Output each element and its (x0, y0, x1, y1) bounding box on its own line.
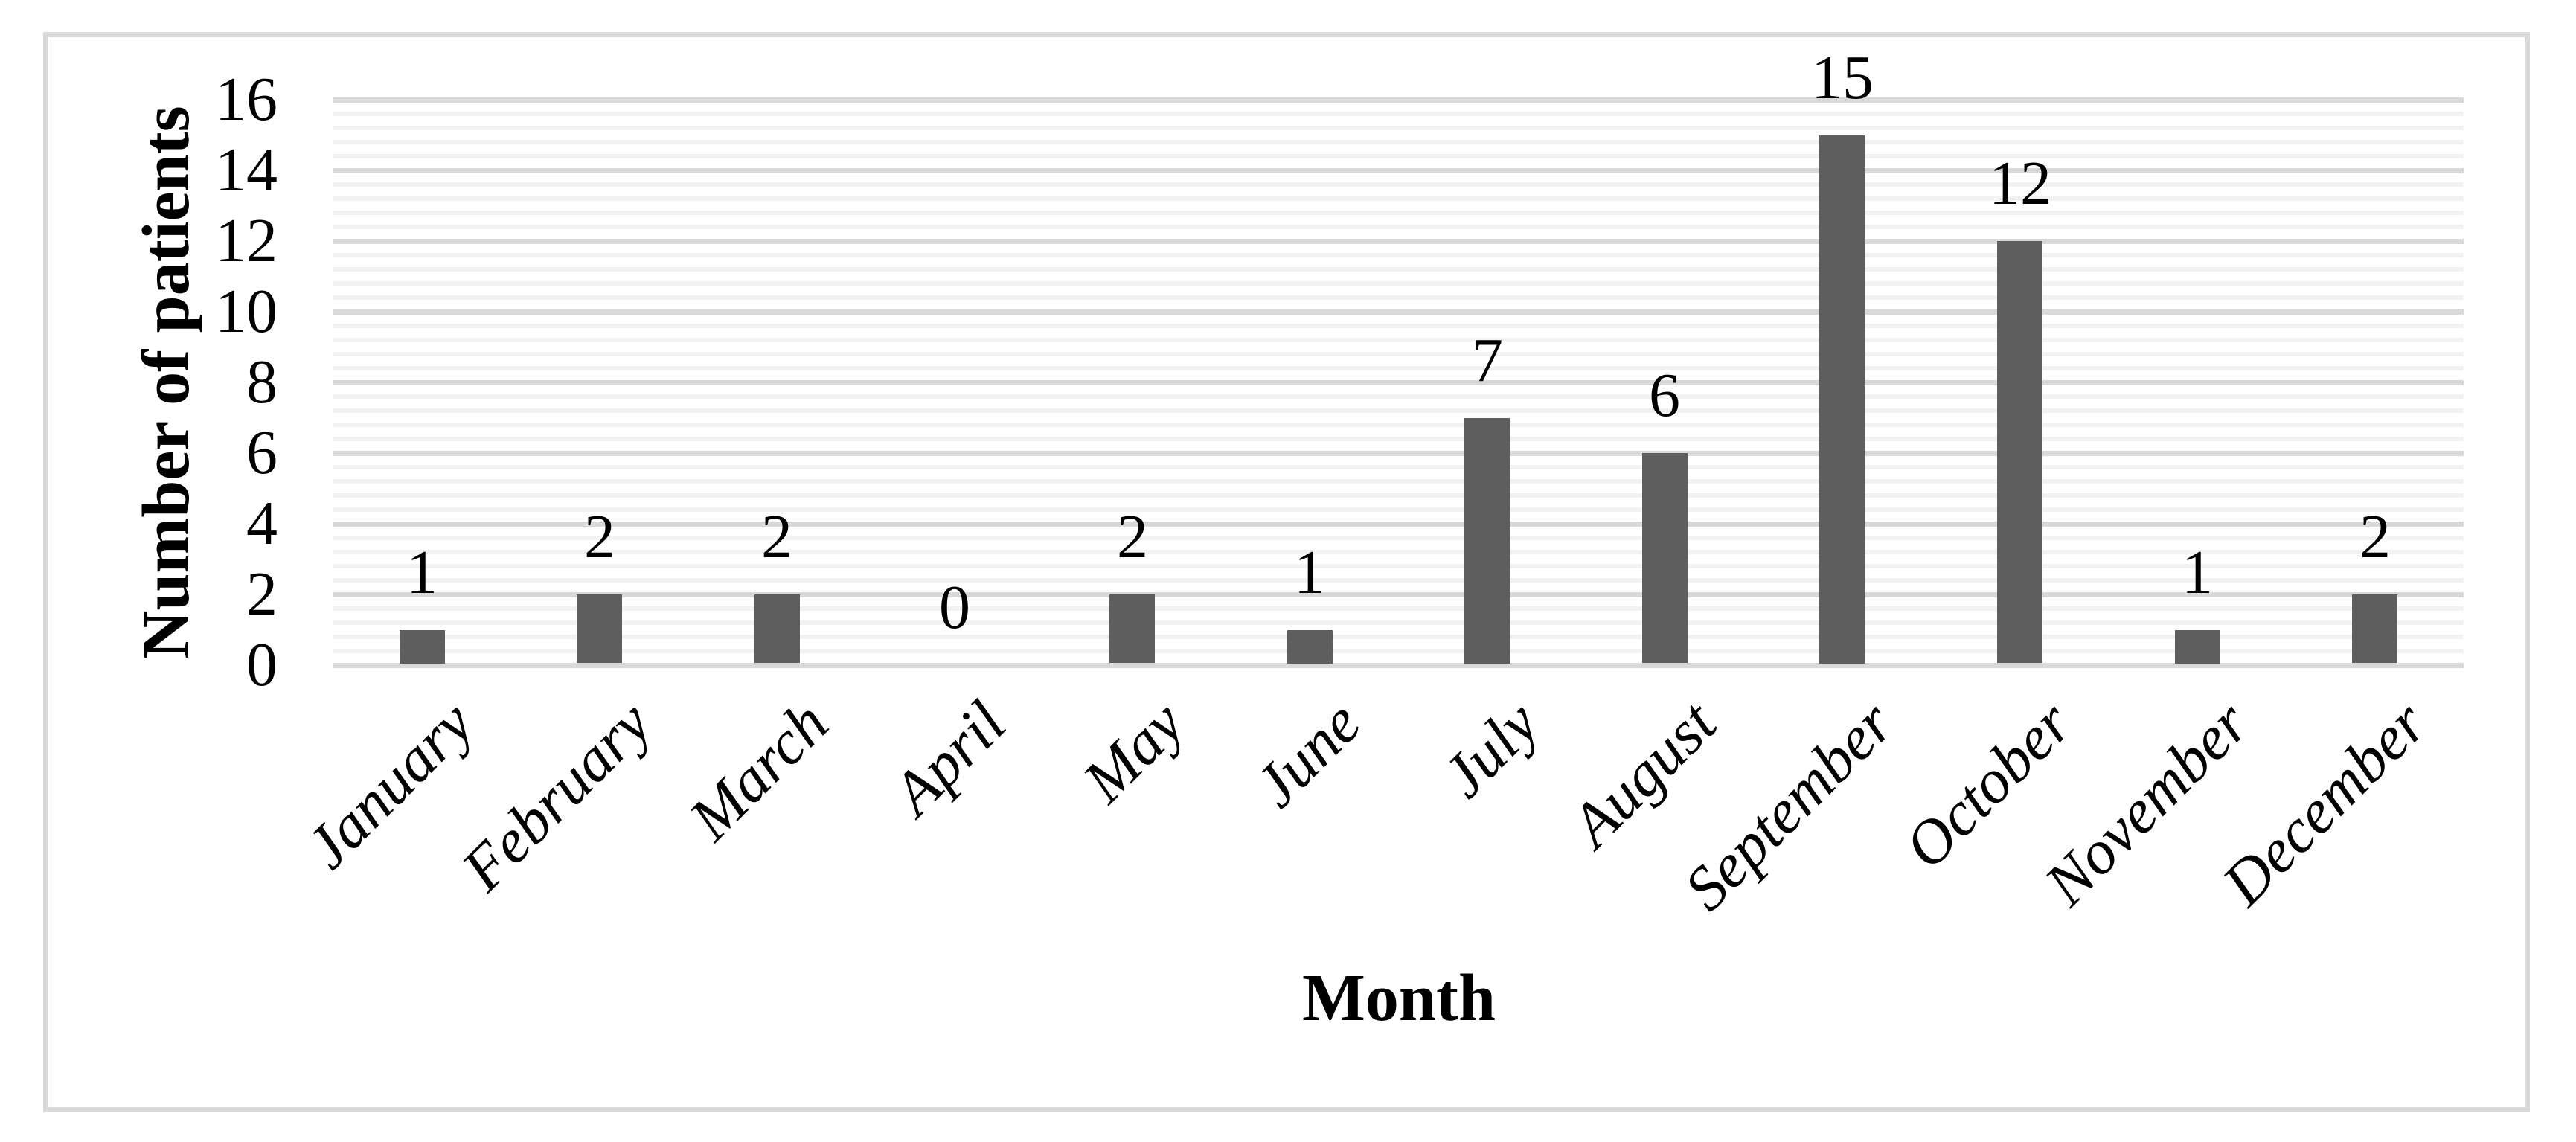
data-label-may: 2 (1117, 502, 1148, 571)
bar-march (754, 594, 800, 663)
minor-gridline (333, 366, 2464, 370)
x-axis-title: Month (1301, 961, 1496, 1035)
minor-gridline (333, 211, 2464, 215)
data-label-december: 2 (2359, 502, 2391, 571)
minor-gridline (333, 408, 2464, 413)
data-label-march: 2 (761, 502, 792, 571)
data-label-october: 12 (1989, 149, 2051, 218)
bar-august (1642, 453, 1688, 663)
minor-gridline (333, 479, 2464, 484)
minor-gridline (333, 437, 2464, 441)
minor-gridline (333, 295, 2464, 300)
y-tick-10: 10 (215, 277, 278, 346)
minor-gridline (333, 620, 2464, 625)
major-gridline (333, 592, 2464, 597)
data-label-august: 6 (1649, 361, 1680, 430)
minor-gridline (333, 253, 2464, 257)
y-tick-14: 14 (215, 135, 278, 205)
minor-gridline (333, 281, 2464, 286)
bar-september (1819, 135, 1865, 664)
major-gridline (333, 522, 2464, 527)
data-label-january: 1 (406, 538, 438, 607)
minor-gridline (333, 606, 2464, 611)
bar-november (2175, 630, 2220, 664)
minor-gridline (333, 154, 2464, 158)
minor-gridline (333, 352, 2464, 356)
bar-may (1109, 594, 1155, 663)
data-label-september: 15 (1811, 43, 1874, 112)
minor-gridline (333, 578, 2464, 583)
minor-gridline (333, 465, 2464, 469)
major-gridline (333, 451, 2464, 456)
bar-december (2352, 594, 2397, 663)
data-label-july: 7 (1472, 326, 1503, 395)
y-tick-8: 8 (246, 347, 278, 417)
bar-february (577, 594, 622, 663)
y-tick-16: 16 (215, 65, 278, 134)
minor-gridline (333, 324, 2464, 328)
minor-gridline (333, 196, 2464, 201)
y-tick-4: 4 (246, 489, 278, 558)
bar-july (1464, 418, 1510, 664)
plot-area (333, 97, 2464, 668)
y-axis-title: Number of patients (129, 106, 203, 659)
bar-january (400, 630, 445, 664)
data-label-february: 2 (584, 502, 615, 571)
minor-gridline (333, 140, 2464, 144)
minor-gridline (333, 112, 2464, 116)
x-axis-line (333, 663, 2464, 668)
minor-gridline (333, 423, 2464, 427)
bar-october (1997, 241, 2042, 663)
minor-gridline (333, 649, 2464, 653)
minor-gridline (333, 394, 2464, 399)
y-tick-0: 0 (246, 630, 278, 699)
minor-gridline (333, 126, 2464, 130)
minor-gridline (333, 225, 2464, 229)
minor-gridline (333, 550, 2464, 554)
major-gridline (333, 380, 2464, 385)
major-gridline (333, 97, 2464, 103)
minor-gridline (333, 507, 2464, 512)
y-tick-12: 12 (215, 206, 278, 275)
major-gridline (333, 239, 2464, 244)
minor-gridline (333, 493, 2464, 498)
minor-gridline (333, 564, 2464, 568)
minor-gridline (333, 635, 2464, 639)
data-label-june: 1 (1294, 538, 1325, 607)
minor-gridline (333, 536, 2464, 540)
data-label-november: 1 (2182, 538, 2213, 607)
y-tick-2: 2 (246, 559, 278, 629)
minor-gridline (333, 338, 2464, 342)
minor-gridline (333, 182, 2464, 187)
data-label-april: 0 (939, 573, 970, 642)
minor-gridline (333, 267, 2464, 272)
major-gridline (333, 168, 2464, 173)
major-gridline (333, 309, 2464, 315)
y-tick-6: 6 (246, 418, 278, 487)
bar-june (1287, 630, 1333, 664)
